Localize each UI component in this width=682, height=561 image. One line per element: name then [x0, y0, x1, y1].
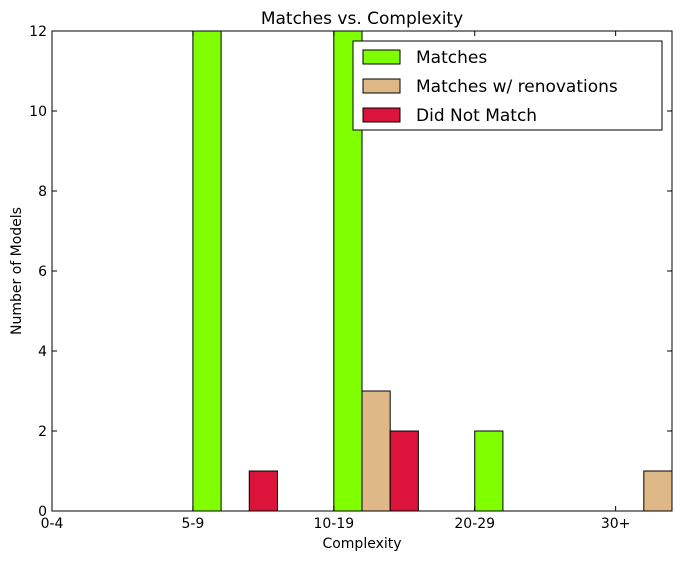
bar-did-not-match-5-9: [248, 470, 278, 512]
legend: Matches Matches w/ renovations Did Not Mat…: [352, 40, 663, 131]
bar-matches-w-renovations-30: [643, 470, 673, 512]
legend-label-matches-w-renovations: Matches w/ renovations: [416, 77, 618, 97]
legend-swatch-matches-w-renovations: [362, 78, 401, 94]
y-tick-label: 6: [38, 264, 47, 280]
y-tick-label: 12: [29, 24, 47, 40]
x-tick-label: 20-29: [454, 516, 495, 532]
bars-layer: [192, 30, 673, 512]
ticks-layer: 0-4 5-9 10-19 20-29 30+ 0 2 4 6 8 10 12: [29, 24, 672, 532]
y-tick-label: 4: [38, 344, 47, 360]
x-tick-label: 5-9: [181, 516, 204, 532]
chart-title: Matches vs. Complexity: [261, 9, 463, 29]
legend-swatch-did-not-match: [362, 107, 401, 123]
x-tick-label: 10-19: [313, 516, 354, 532]
bar-matches-5-9: [192, 30, 222, 512]
y-tick-label: 10: [29, 104, 47, 120]
y-axis-title: Number of Models: [9, 207, 25, 335]
x-axis-title: Complexity: [322, 536, 401, 552]
x-tick-label: 0-4: [41, 516, 64, 532]
x-tick-label: 30+: [601, 516, 631, 532]
bar-did-not-match-10-19: [389, 430, 419, 512]
legend-swatch-matches: [362, 49, 401, 65]
y-tick-label: 2: [38, 424, 47, 440]
bar-matches-w-renovations-10-19: [361, 390, 391, 512]
legend-label-did-not-match: Did Not Match: [416, 106, 537, 126]
legend-box: [352, 40, 663, 131]
legend-label-matches: Matches: [416, 48, 487, 68]
bar-matches-20-29: [474, 430, 504, 512]
y-tick-label: 8: [38, 184, 47, 200]
y-tick-label: 0: [38, 504, 47, 520]
